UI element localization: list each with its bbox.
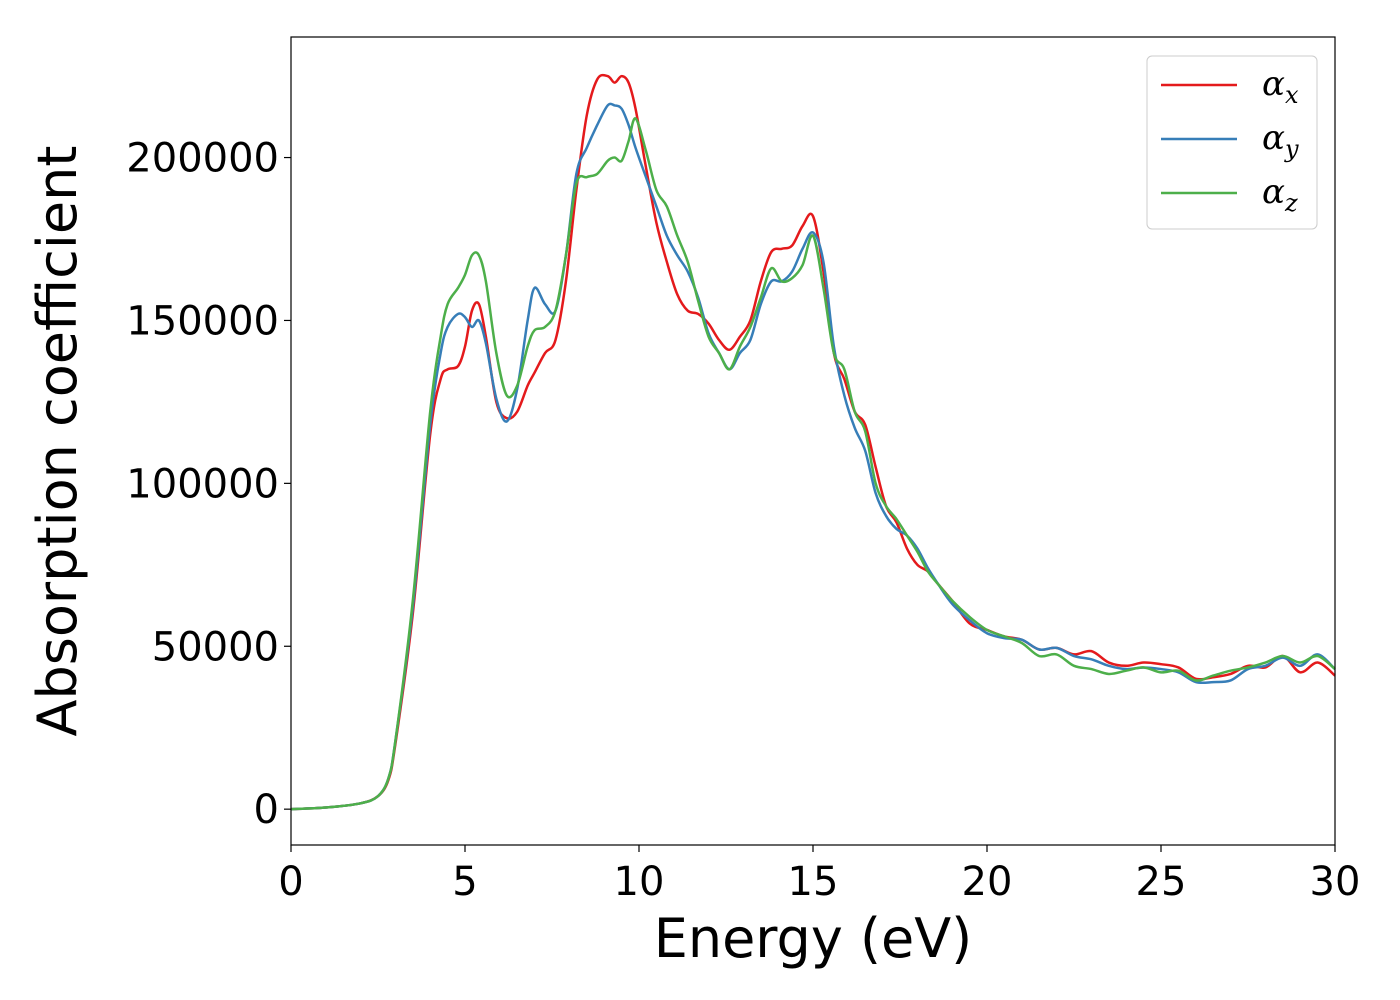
y-tick-label: 100000: [126, 461, 279, 507]
y-axis-label: Absorption coefficient: [26, 146, 89, 737]
x-tick-label: 5: [452, 859, 477, 905]
x-axis-label: Energy (eV): [654, 907, 973, 970]
x-tick-label: 0: [278, 859, 303, 905]
legend-label-x: αx: [1262, 64, 1299, 109]
legend-box: [1146, 55, 1318, 230]
x-tick-label: 10: [614, 859, 665, 905]
x-tick-label: 20: [962, 859, 1013, 905]
y-tick-label: 0: [254, 787, 279, 833]
y-tick-label: 50000: [152, 624, 279, 670]
legend: αx αy αz: [1146, 55, 1318, 230]
y-tick-label: 200000: [126, 136, 279, 182]
x-tick-label: 25: [1136, 859, 1187, 905]
x-tick-label: 30: [1310, 859, 1361, 905]
series-line-x: [290, 73, 1336, 811]
series-layer: [290, 73, 1336, 811]
y-axis-ticks: 0 50000 100000 150000 200000: [126, 136, 291, 833]
y-tick-label: 150000: [126, 298, 279, 344]
x-tick-label: 15: [788, 859, 839, 905]
series-line-z: [290, 117, 1336, 811]
legend-label-y: αy: [1262, 118, 1299, 163]
legend-label-z: αz: [1262, 172, 1298, 217]
series-line-y: [290, 102, 1336, 811]
x-axis-ticks: 0 5 10 15 20 25 30: [278, 845, 1360, 905]
